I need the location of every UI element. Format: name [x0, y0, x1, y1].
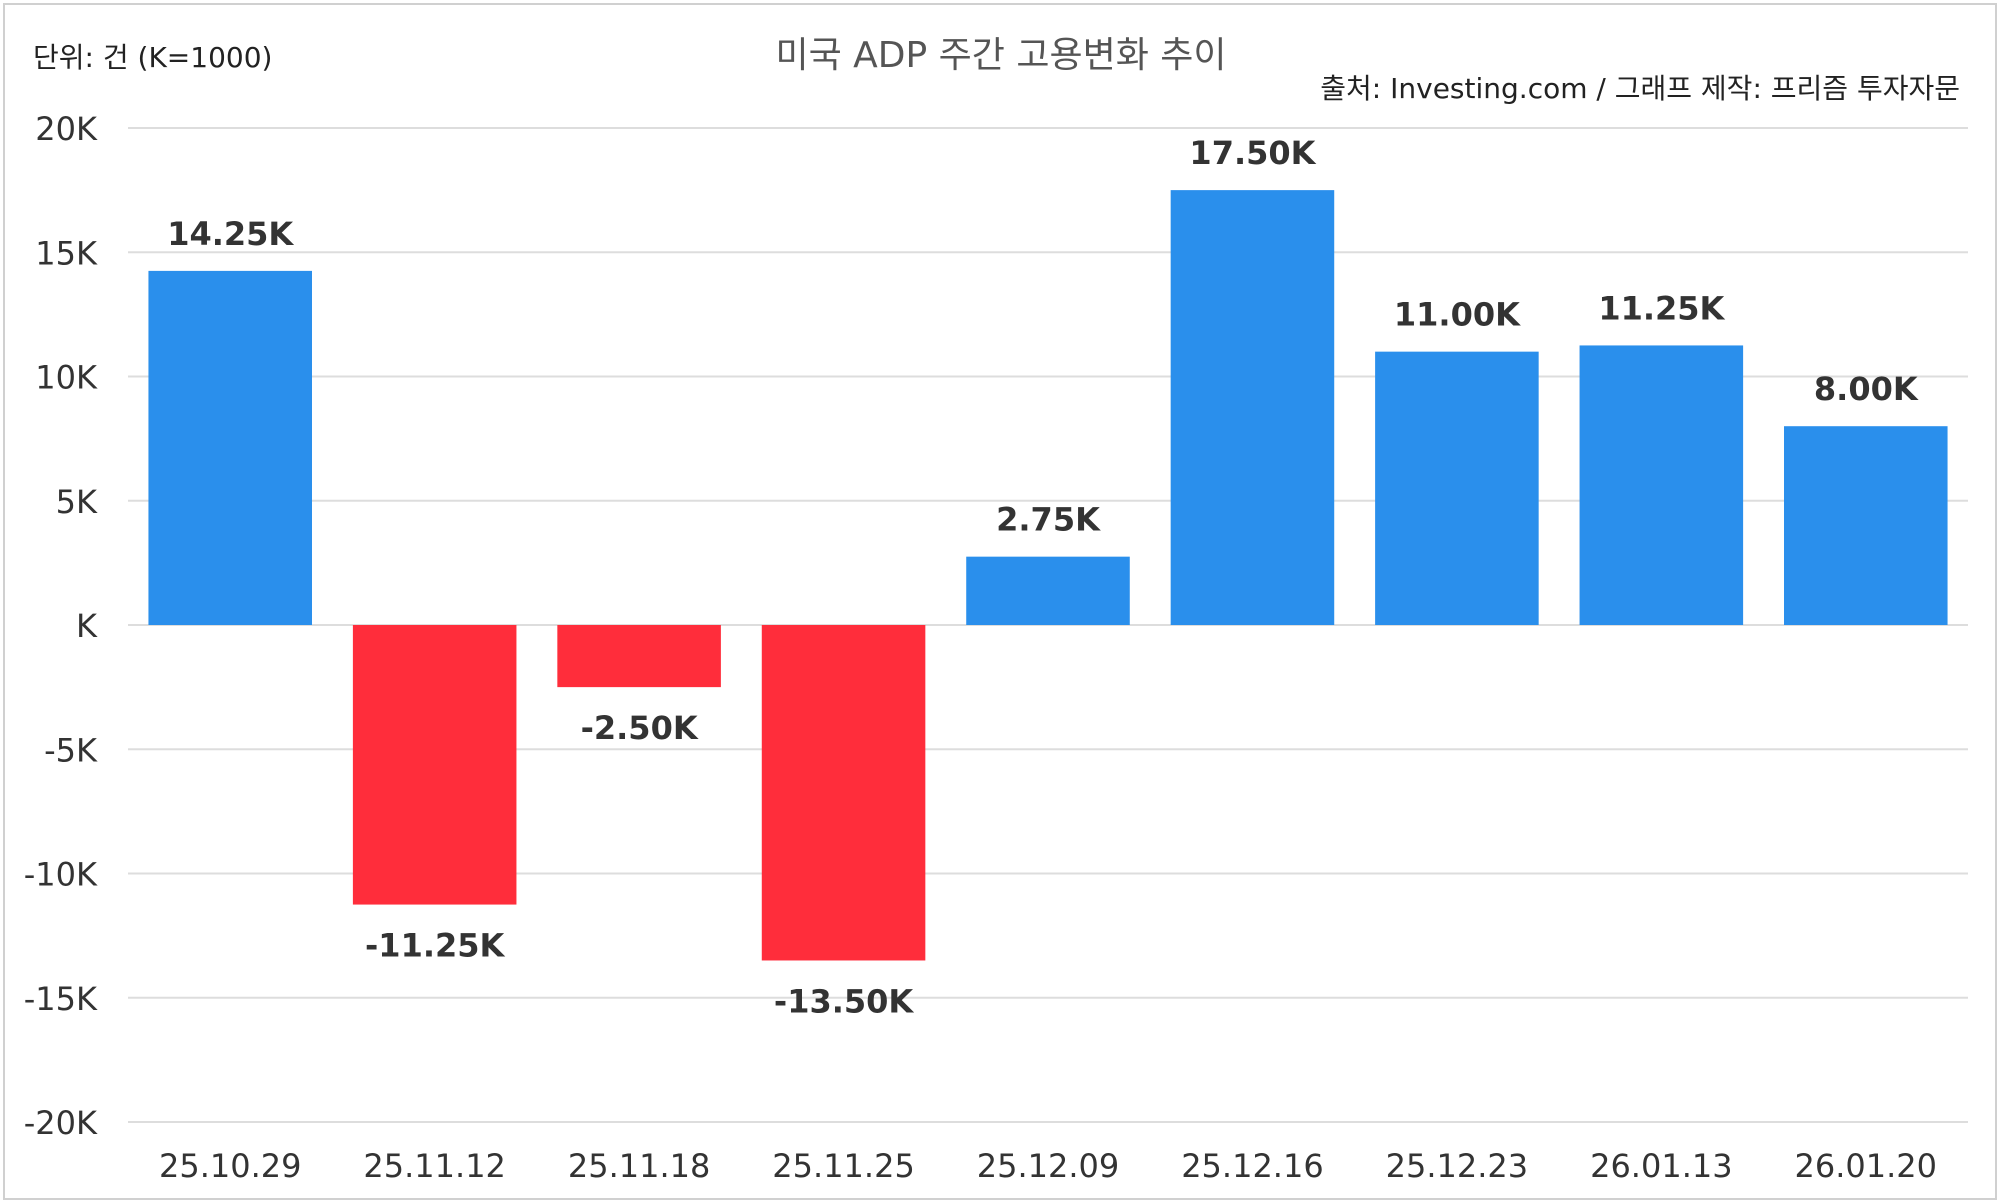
- y-tick-label: -20K: [24, 1104, 98, 1142]
- adp-weekly-bar-chart: 20K 15K 10K 5K K -5K -10K -15K -20K 14.25K 25.10.…: [24, 35, 1968, 1185]
- bar-25-11-25: [761, 625, 926, 961]
- x-tick-label: 25.11.18: [568, 1147, 711, 1185]
- bar-value-label: -13.50K: [774, 982, 915, 1020]
- bar-value-label: 2.75K: [996, 501, 1101, 539]
- bar-value-label: -2.50K: [581, 709, 699, 747]
- x-tick-label: 25.11.25: [772, 1147, 915, 1185]
- bar-25-12-16: [1170, 190, 1335, 625]
- source-note: 출처: Investing.com / 그래프 제작: 프리즘 투자자문: [1320, 72, 1960, 105]
- x-tick-label: 25.12.23: [1386, 1147, 1529, 1185]
- bar-value-label: -11.25K: [365, 927, 506, 965]
- bar-25-11-18: [557, 625, 721, 688]
- chart-title: 미국 ADP 주간 고용변화 추이: [775, 35, 1226, 76]
- bar-25-12-23: [1375, 351, 1539, 625]
- x-tick-label: 25.10.29: [159, 1147, 302, 1185]
- y-tick-label: 15K: [35, 234, 98, 272]
- y-tick-label: K: [76, 607, 98, 645]
- x-tick-label: 25.11.12: [363, 1147, 506, 1185]
- bar-25-11-12: [352, 625, 517, 905]
- y-tick-label: -15K: [24, 980, 98, 1018]
- bar-26-01-13: [1579, 345, 1744, 625]
- bar-value-label: 14.25K: [167, 215, 294, 253]
- bar-value-label: 8.00K: [1814, 370, 1919, 408]
- chart-frame: 20K 15K 10K 5K K -5K -10K -15K -20K 14.25K 25.10.…: [3, 3, 1997, 1200]
- y-tick-label: -5K: [44, 731, 98, 769]
- bar-value-label: 17.50K: [1189, 134, 1316, 172]
- y-tick-label: -10K: [24, 856, 98, 894]
- bar-25-12-09: [966, 556, 1130, 625]
- bar-26-01-20: [1784, 426, 1948, 625]
- bars-layer: [148, 190, 1948, 961]
- bar-value-label: 11.00K: [1394, 296, 1521, 334]
- y-tick-label: 5K: [56, 483, 98, 521]
- x-tick-label: 26.01.13: [1590, 1147, 1733, 1185]
- y-tick-label: 20K: [35, 110, 98, 148]
- x-tick-label: 25.12.16: [1181, 1147, 1324, 1185]
- unit-note: 단위: 건 (K=1000): [33, 41, 272, 74]
- bar-value-label: 11.25K: [1598, 289, 1725, 327]
- y-tick-label: 10K: [35, 359, 98, 397]
- bar-25-10-29: [148, 270, 312, 625]
- grid-layer: 20K 15K 10K 5K K -5K -10K -15K -20K: [24, 110, 1968, 1142]
- labels-layer: 14.25K 25.10.29 -11.25K 25.11.12 -2.50K 25.11…: [159, 134, 1937, 1185]
- x-tick-label: 26.01.20: [1795, 1147, 1938, 1185]
- x-tick-label: 25.12.09: [977, 1147, 1120, 1185]
